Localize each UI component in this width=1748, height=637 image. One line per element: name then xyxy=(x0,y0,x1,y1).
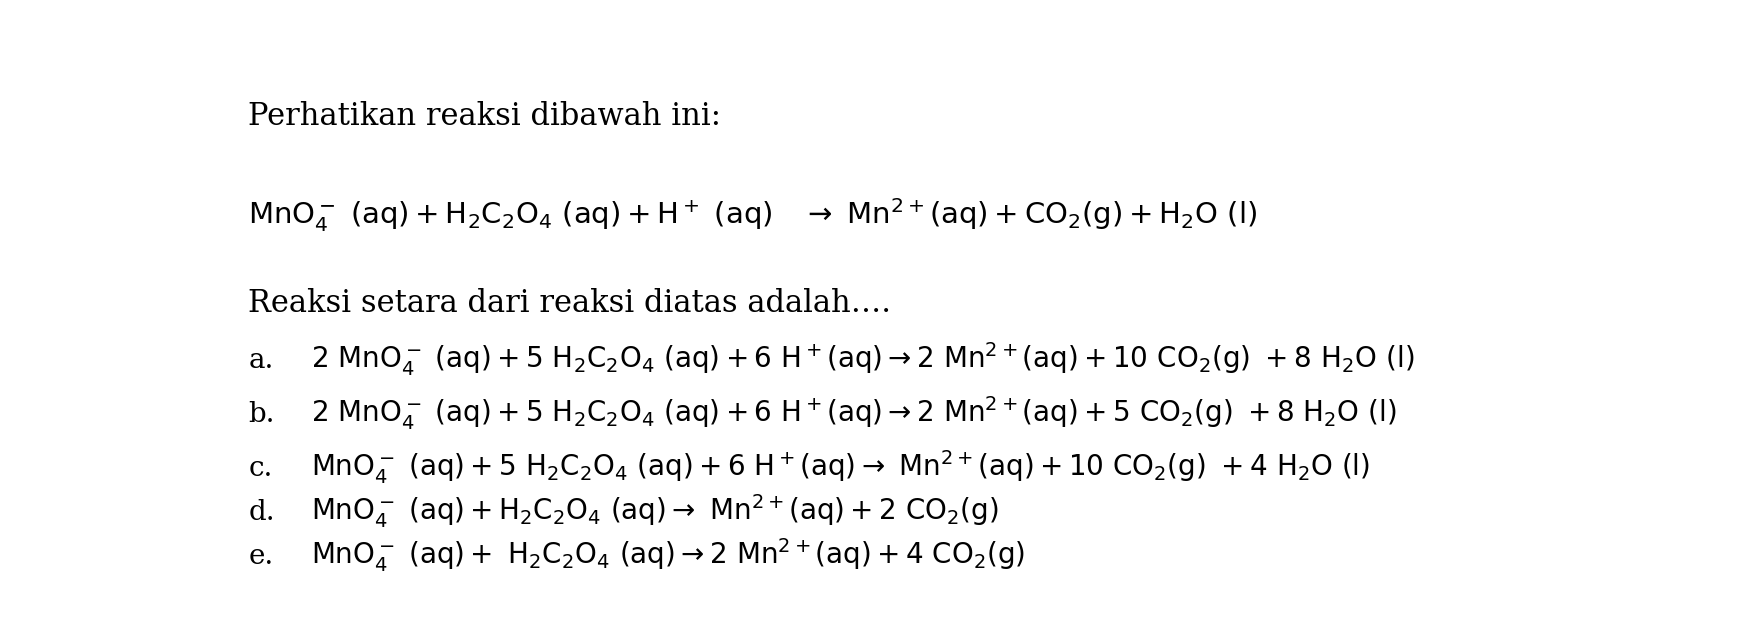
Text: b.: b. xyxy=(248,401,274,428)
Text: $\mathrm{2\ MnO_4^-\ (aq) + 5\ H_2C_2O_4\ (aq) + 6\ H^+(aq) \rightarrow 2\ Mn^{2: $\mathrm{2\ MnO_4^-\ (aq) + 5\ H_2C_2O_4… xyxy=(311,340,1414,378)
Text: d.: d. xyxy=(248,499,274,526)
Text: a.: a. xyxy=(248,347,274,375)
Text: $\mathrm{MnO_4^-\ (aq) +\ H_2C_2O_4\ (aq) \rightarrow 2\ Mn^{2+}(aq) + 4\ CO_2(g: $\mathrm{MnO_4^-\ (aq) +\ H_2C_2O_4\ (aq… xyxy=(311,536,1024,575)
Text: e.: e. xyxy=(248,543,273,571)
Text: $\mathrm{MnO_4^-\ (aq) + 5\ H_2C_2O_4\ (aq) + 6\ H^+(aq) \rightarrow\ Mn^{2+}(aq: $\mathrm{MnO_4^-\ (aq) + 5\ H_2C_2O_4\ (… xyxy=(311,448,1369,486)
Text: Reaksi setara dari reaksi diatas adalah….: Reaksi setara dari reaksi diatas adalah…… xyxy=(248,288,891,319)
Text: $\mathrm{MnO_4^-\ (aq) + H_2C_2O_4\ (aq) \rightarrow\ Mn^{2+}(aq) + 2\ CO_2(g)}$: $\mathrm{MnO_4^-\ (aq) + H_2C_2O_4\ (aq)… xyxy=(311,492,998,531)
Text: $\mathrm{2\ MnO_4^-\ (aq) + 5\ H_2C_2O_4\ (aq) + 6\ H^+(aq) \rightarrow 2\ Mn^{2: $\mathrm{2\ MnO_4^-\ (aq) + 5\ H_2C_2O_4… xyxy=(311,394,1395,433)
Text: $\mathrm{MnO_4^-\ (aq) + H_2C_2O_4\ (aq) + H^+\ (aq)\ \ \ \rightarrow\ Mn^{2+}(a: $\mathrm{MnO_4^-\ (aq) + H_2C_2O_4\ (aq)… xyxy=(248,196,1257,234)
Text: Perhatikan reaksi dibawah ini:: Perhatikan reaksi dibawah ini: xyxy=(248,101,720,132)
Text: c.: c. xyxy=(248,455,273,482)
